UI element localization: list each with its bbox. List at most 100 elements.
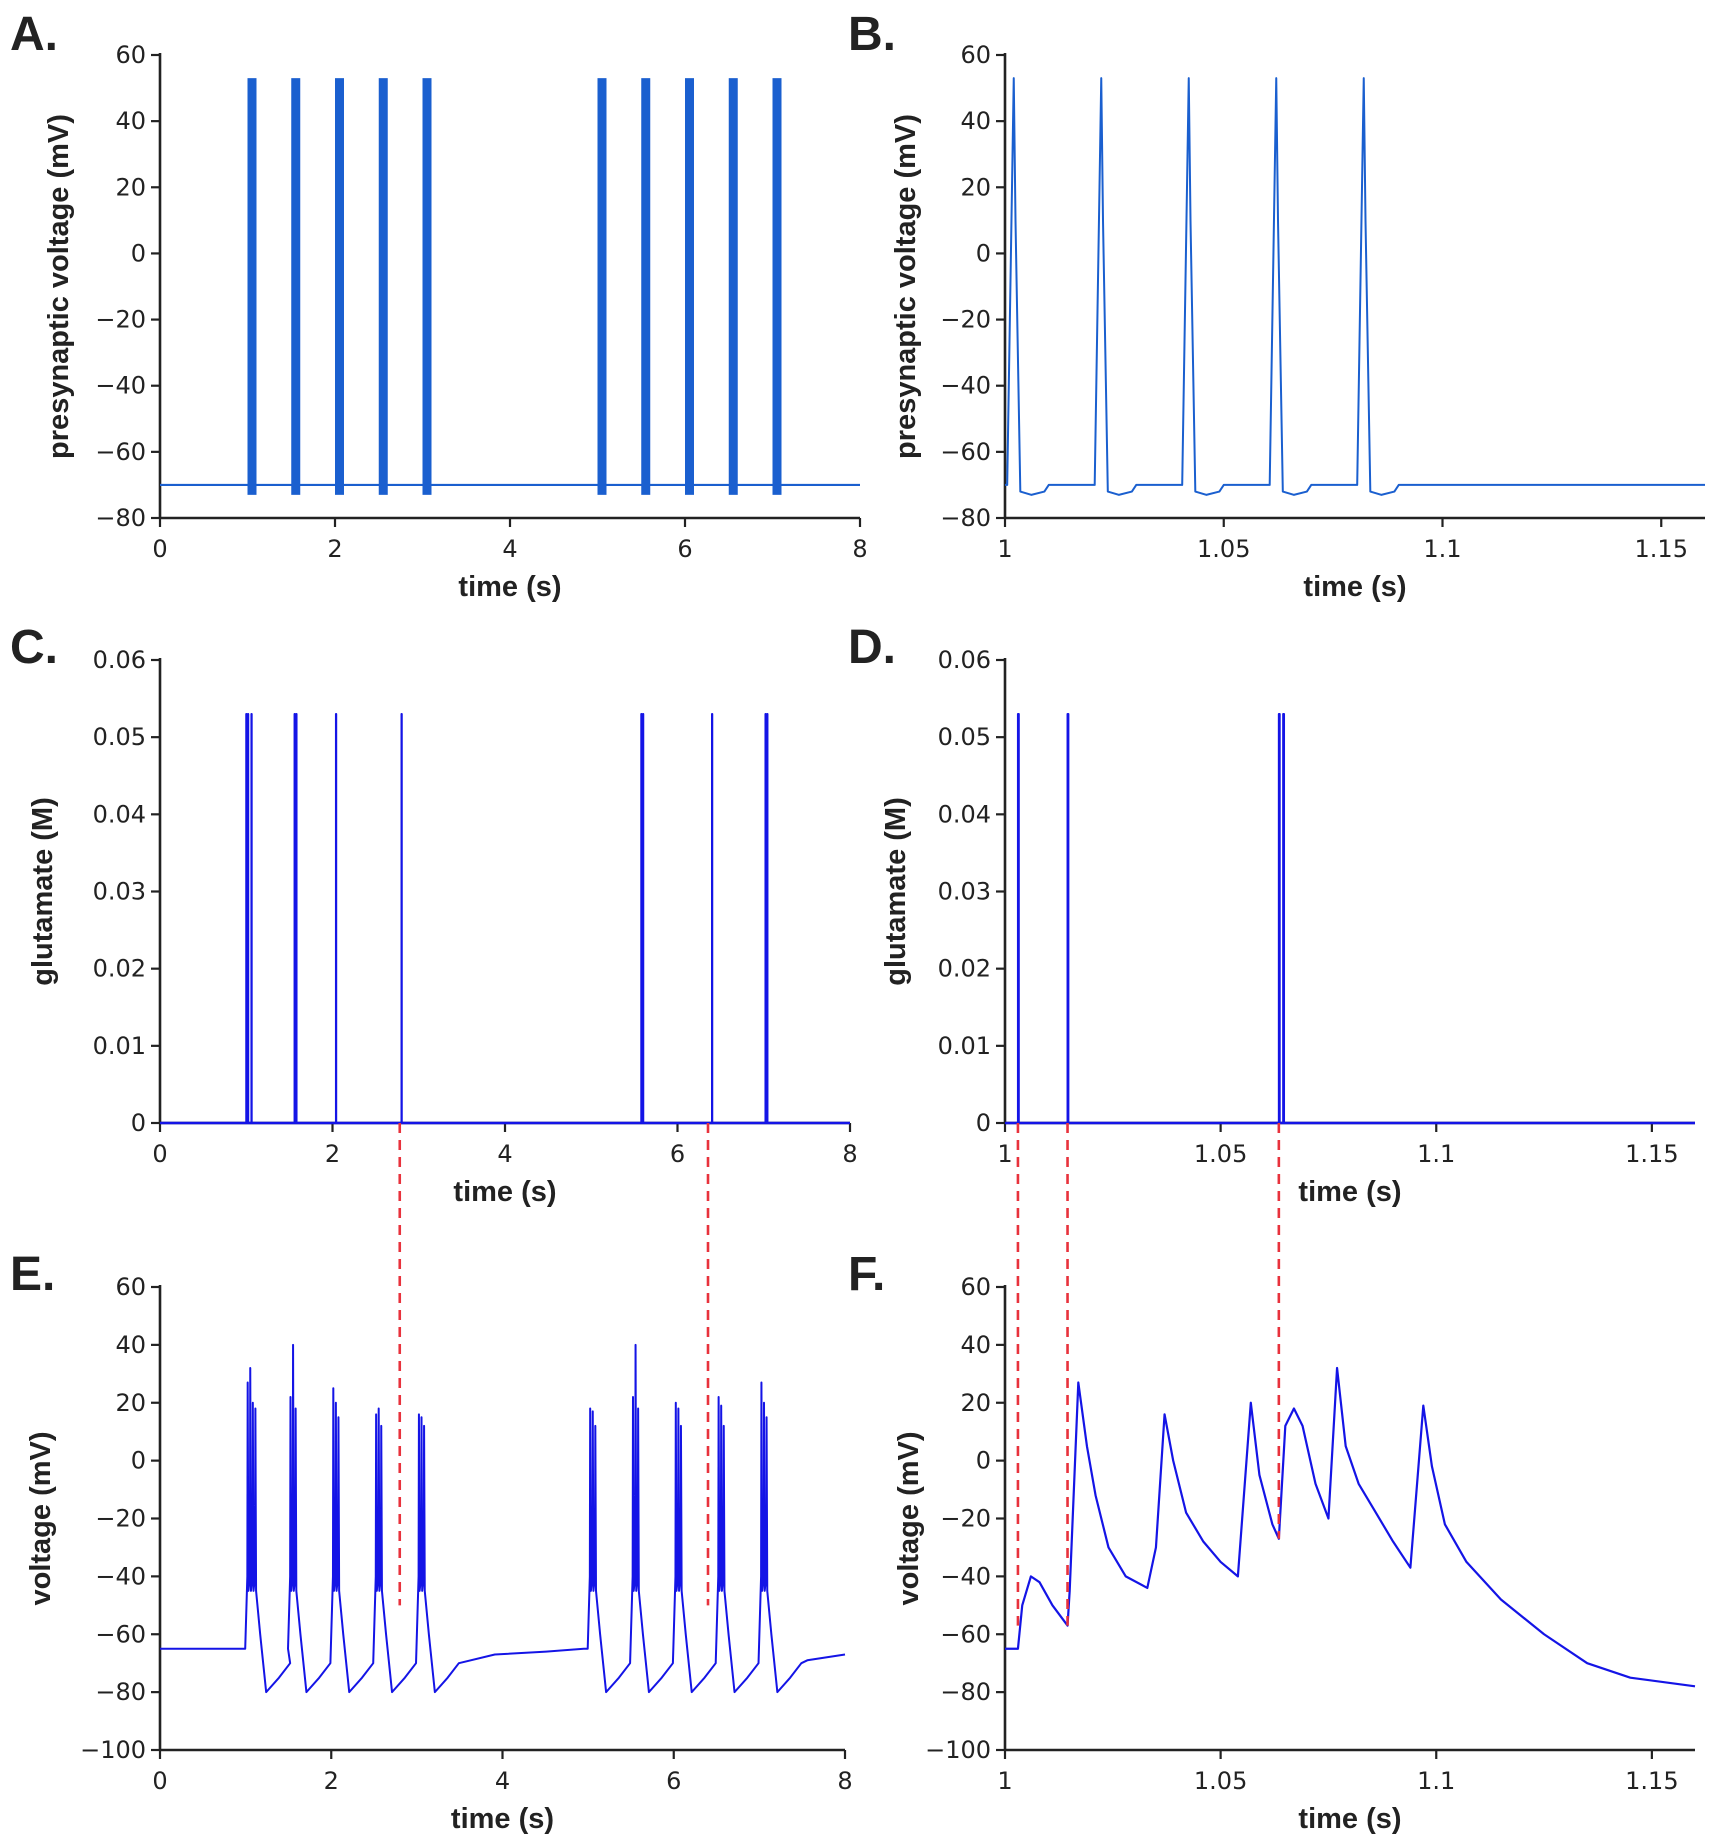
x-tick-label: 1.05: [1197, 535, 1250, 563]
y-tick-label: −80: [940, 504, 991, 532]
y-tick-label: 0.04: [938, 800, 991, 828]
x-axis-title: time (s): [458, 571, 561, 603]
y-tick-label: 0: [131, 1447, 146, 1475]
glutamate-pulse: [1016, 713, 1020, 1123]
spike-burst: [728, 78, 738, 495]
panel-letter: C.: [10, 621, 58, 674]
panel-letter: B.: [848, 8, 896, 61]
y-tick-label: 0.02: [938, 955, 991, 983]
y-tick-label: −20: [95, 1505, 146, 1533]
panel-c: C. 0 0.01 0.02 0.03 0.04 0.05 0.06 0 2 4 6 8 time (s)…: [10, 621, 858, 1208]
x-axis-title: time (s): [1303, 571, 1406, 603]
y-tick-label: −20: [95, 306, 146, 334]
x-tick-label: 1: [997, 1767, 1012, 1795]
y-tick-label: 0: [976, 1109, 991, 1137]
y-tick-label: 40: [115, 107, 146, 135]
x-tick-label: 0: [152, 1767, 167, 1795]
y-tick-label: −80: [95, 504, 146, 532]
x-tick-label: 4: [502, 535, 517, 563]
y-tick-label: 0.05: [93, 723, 146, 751]
x-tick-label: 1.15: [1625, 1767, 1678, 1795]
y-tick-label: 0: [976, 1447, 991, 1475]
y-tick-label: 0: [131, 1109, 146, 1137]
y-tick-label: 40: [960, 107, 991, 135]
y-tick-label: 20: [960, 1389, 991, 1417]
y-tick-label: −40: [940, 1562, 991, 1590]
y-tick-label: −100: [80, 1736, 146, 1764]
spike-burst: [378, 78, 388, 495]
x-tick-label: 0: [152, 535, 167, 563]
y-tick-label: 0: [976, 239, 991, 267]
y-tick-label: −60: [95, 438, 146, 466]
spike-burst: [335, 78, 344, 495]
y-tick-label: 0.05: [938, 723, 991, 751]
x-tick-label: 2: [327, 535, 342, 563]
y-axis-title: presynaptic voltage (mV): [890, 114, 922, 459]
x-tick-label: 2: [325, 1140, 340, 1168]
x-tick-label: 6: [666, 1767, 681, 1795]
y-tick-label: 0.01: [93, 1032, 146, 1060]
y-axis-title: glutamate (M): [27, 797, 59, 986]
y-tick-label: 60: [115, 1273, 146, 1301]
x-axis-title: time (s): [453, 1176, 556, 1208]
y-tick-label: 40: [960, 1331, 991, 1359]
x-axis-title: time (s): [451, 1803, 554, 1835]
panel-letter: E.: [10, 1248, 55, 1301]
x-tick-label: 6: [677, 535, 692, 563]
y-tick-label: −40: [95, 1562, 146, 1590]
y-tick-label: 0.03: [938, 878, 991, 906]
y-tick-label: −60: [940, 438, 991, 466]
postsynaptic-voltage-trace: [160, 1343, 846, 1694]
x-tick-label: 1.1: [1417, 1140, 1455, 1168]
y-tick-label: −80: [95, 1678, 146, 1706]
y-tick-label: −20: [940, 306, 991, 334]
x-tick-label: 1.05: [1194, 1140, 1247, 1168]
y-tick-label: −60: [95, 1620, 146, 1648]
glutamate-pulse: [1282, 713, 1286, 1123]
y-axis-title: voltage (mV): [25, 1431, 57, 1605]
y-tick-label: −40: [940, 372, 991, 400]
y-tick-label: 0.06: [938, 646, 991, 674]
y-tick-label: 20: [960, 173, 991, 201]
y-tick-label: −60: [940, 1620, 991, 1648]
x-tick-label: 1.15: [1625, 1140, 1678, 1168]
glutamate-pulse: [1066, 713, 1070, 1123]
y-tick-label: 0.03: [93, 878, 146, 906]
y-tick-label: 0.01: [938, 1032, 991, 1060]
y-tick-label: 60: [115, 41, 146, 69]
y-tick-label: 0.02: [93, 955, 146, 983]
event-marker-lines: [398, 1123, 1281, 1626]
y-tick-label: −80: [940, 1678, 991, 1706]
y-tick-label: 20: [115, 173, 146, 201]
y-axis-title: voltage (mV): [893, 1431, 925, 1605]
spike-burst: [247, 78, 257, 495]
panel-f: F. −100 −80 −60 −40 −20 0 20 40 60 1 1.05 1.1 1.15 tim…: [848, 1248, 1696, 1835]
panel-b: B. −80 −60 −40 −20 0 20 40 60 1 1.05 1.1 1.15 time (s…: [848, 8, 1705, 603]
y-tick-label: 60: [960, 41, 991, 69]
y-axis-title: presynaptic voltage (mV): [43, 114, 75, 459]
x-axis-title: time (s): [1298, 1803, 1401, 1835]
spike-burst: [291, 78, 301, 495]
glutamate-pulse: [1277, 713, 1281, 1123]
y-tick-label: 40: [115, 1331, 146, 1359]
y-tick-label: 20: [115, 1389, 146, 1417]
y-axis-title: glutamate (M): [880, 797, 912, 986]
x-tick-label: 4: [497, 1140, 512, 1168]
x-tick-label: 1.05: [1194, 1767, 1247, 1795]
panel-letter: D.: [848, 621, 896, 674]
y-tick-label: 0: [131, 239, 146, 267]
x-tick-label: 6: [670, 1140, 685, 1168]
spike-burst: [772, 78, 782, 495]
x-tick-label: 4: [495, 1767, 510, 1795]
panel-letter: F.: [848, 1248, 885, 1301]
x-tick-label: 2: [324, 1767, 339, 1795]
y-tick-label: 0.04: [93, 800, 146, 828]
x-tick-label: 1: [997, 535, 1012, 563]
x-tick-label: 8: [852, 535, 867, 563]
x-tick-label: 1.1: [1423, 535, 1461, 563]
panel-a: A. −80 −60 −40 −20 0 20 40 60 0 2 4 6 8 time (s) presyn…: [10, 8, 868, 603]
x-tick-label: 1.1: [1417, 1767, 1455, 1795]
spike-burst: [597, 78, 607, 495]
postsynaptic-voltage-trace: [1005, 1366, 1696, 1688]
